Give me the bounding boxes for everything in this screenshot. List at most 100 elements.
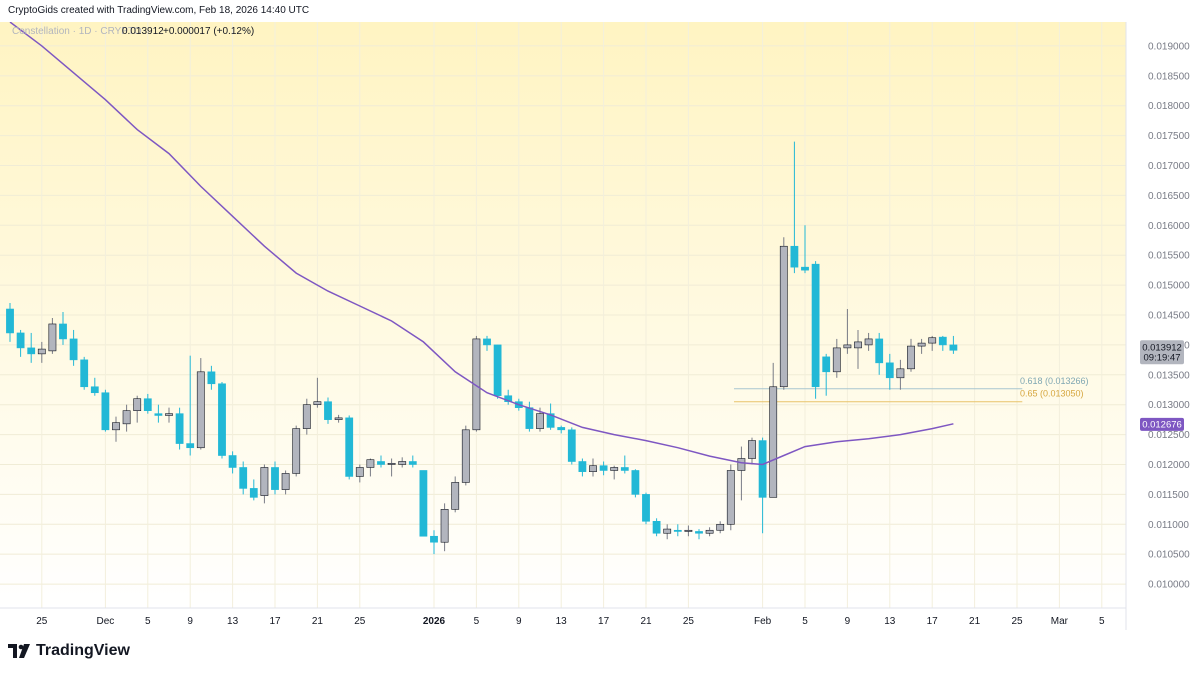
- time-axis[interactable]: 25 Dec 5 9 13 17 21 25 2026 5 9 13 17 21 25 Feb 5 9 13 17 21…: [0, 607, 1126, 627]
- candle: [451, 476, 460, 513]
- ma-value-tag-value: 0.012676: [1142, 419, 1182, 430]
- candle: [811, 261, 820, 399]
- candle-body: [525, 407, 534, 429]
- price-tick-label: 0.011000: [1148, 520, 1189, 531]
- time-tick-label: 21: [640, 616, 652, 627]
- candle: [864, 332, 873, 351]
- candle: [631, 469, 640, 498]
- candle-body: [854, 341, 862, 349]
- symbol-title: Constellation · 1D · CRYPTO: [12, 26, 142, 37]
- candle: [748, 437, 756, 465]
- candle-body: [419, 470, 428, 537]
- candle: [260, 464, 269, 504]
- candle-body: [843, 344, 852, 349]
- time-tick-label: 21: [312, 616, 324, 627]
- time-tick-label: 17: [269, 616, 281, 627]
- candle-body: [281, 473, 290, 490]
- price-tick-label: 0.012000: [1148, 460, 1190, 471]
- candle: [101, 389, 110, 432]
- candle-body: [483, 338, 491, 346]
- candle: [620, 455, 629, 474]
- candle: [843, 309, 852, 354]
- candle: [917, 338, 926, 354]
- candle: [16, 329, 25, 357]
- symbol-legend: Constellation · 1D · CRYPTO 0.013912 +0.…: [12, 26, 254, 37]
- candle: [928, 335, 937, 351]
- candle: [377, 455, 385, 468]
- candle-body: [175, 413, 184, 444]
- price-chart[interactable]: 0.618 (0.013266) 0.65 (0.013050) 0.010000…: [0, 22, 1200, 630]
- candle-body: [355, 467, 364, 477]
- ma-value-tag: [1140, 417, 1184, 431]
- tradingview-logo-text: TradingView: [36, 642, 130, 659]
- candle-body: [324, 401, 332, 420]
- candle-body: [6, 308, 14, 334]
- candle: [472, 335, 481, 432]
- candle: [143, 393, 152, 414]
- last-price-legend: 0.013912: [122, 26, 164, 37]
- candle: [578, 458, 587, 477]
- fib-level-label: 0.65 (0.013050): [1020, 389, 1084, 399]
- time-tick-label: Dec: [97, 616, 115, 627]
- candle-body: [430, 535, 438, 543]
- fib-level-label: 0.618 (0.013266): [1020, 376, 1089, 386]
- last-price-tag: [1140, 340, 1184, 365]
- candle-body: [790, 245, 799, 268]
- candle: [80, 356, 89, 390]
- candle: [801, 225, 809, 274]
- time-tick-label: 5: [1099, 616, 1105, 627]
- candle: [567, 427, 576, 465]
- price-axis[interactable]: 0.010000 0.010500 0.011000 0.011500 0.012000…: [1125, 22, 1190, 630]
- price-tick-label: 0.019000: [1148, 41, 1190, 52]
- time-tick-label: 13: [884, 616, 896, 627]
- time-tick-label: 13: [227, 616, 239, 627]
- candle-body: [684, 529, 693, 532]
- price-tick-label: 0.017500: [1148, 131, 1190, 142]
- candle: [758, 437, 767, 534]
- time-tick-label: Mar: [1051, 616, 1069, 627]
- candle-body: [133, 398, 142, 411]
- candle: [249, 479, 258, 501]
- time-tick-label: 2026: [423, 616, 446, 627]
- price-tick-label: 0.016000: [1148, 221, 1190, 232]
- candle: [440, 503, 449, 552]
- candle: [302, 398, 311, 435]
- candle-body: [228, 455, 237, 468]
- candle-body: [218, 383, 226, 456]
- time-tick-label: 21: [969, 616, 981, 627]
- tradingview-logo-icon: [8, 644, 30, 658]
- candle: [218, 381, 226, 459]
- candle-body: [408, 461, 417, 465]
- candle: [610, 465, 619, 480]
- candle-body: [472, 338, 481, 431]
- candle: [832, 338, 841, 378]
- candle: [907, 338, 915, 372]
- candle: [228, 451, 237, 474]
- price-tick-label: 0.015000: [1148, 281, 1190, 292]
- candle-body: [249, 488, 258, 498]
- candle-body: [292, 428, 301, 474]
- price-tick-label: 0.013000: [1148, 400, 1190, 411]
- attribution-text: CryptoGids created with TradingView.com,…: [8, 5, 310, 16]
- price-tick-label: 0.010000: [1148, 580, 1190, 591]
- candle-body: [917, 342, 926, 347]
- time-tick-label: 5: [802, 616, 808, 627]
- candle-body: [16, 332, 25, 349]
- candle-body: [366, 459, 375, 468]
- candle: [716, 521, 725, 534]
- candle: [705, 527, 714, 537]
- candle: [122, 404, 131, 432]
- candle-body: [377, 461, 385, 465]
- footer: TradingView: [0, 630, 1200, 673]
- tradingview-logo[interactable]: TradingView: [8, 642, 130, 660]
- candle: [355, 464, 364, 483]
- candle-body: [440, 509, 449, 543]
- candle-body: [938, 336, 947, 346]
- candle: [790, 141, 799, 274]
- candle-body: [737, 458, 746, 471]
- candle-body: [387, 462, 396, 465]
- candle: [557, 425, 566, 434]
- candle-body: [196, 371, 205, 449]
- candle-body: [811, 263, 820, 388]
- time-tick-label: 25: [354, 616, 366, 627]
